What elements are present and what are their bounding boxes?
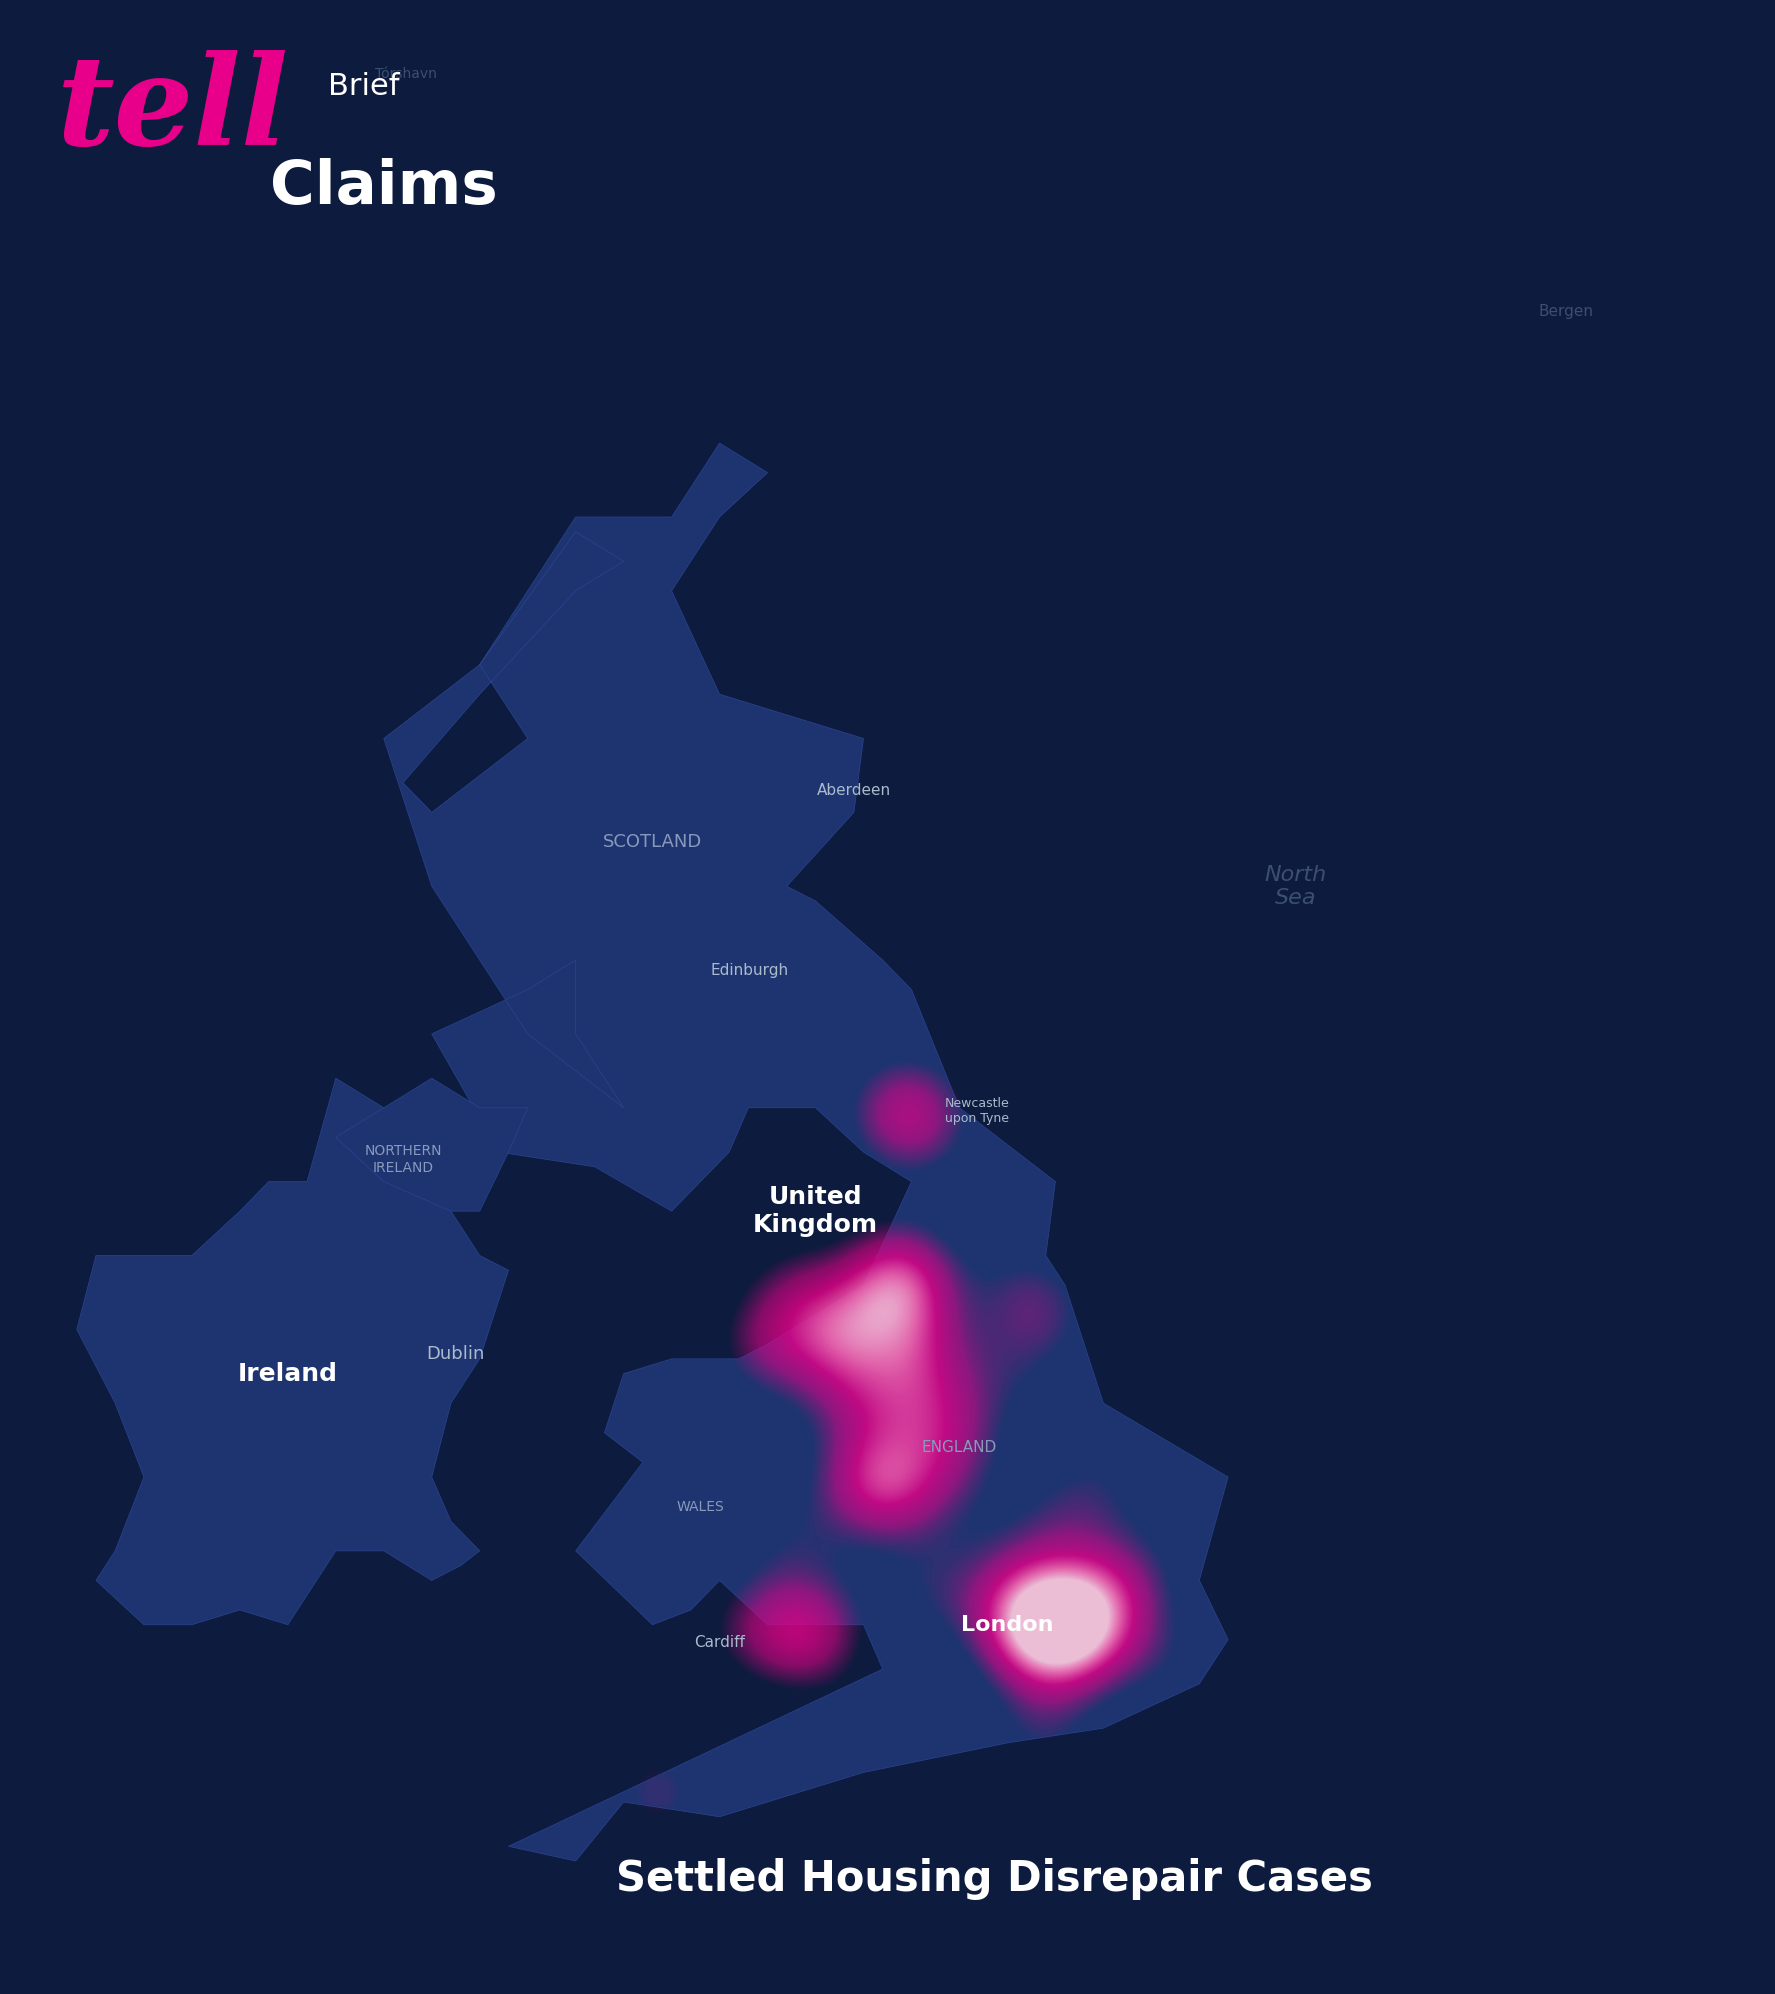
Polygon shape [335,1079,527,1210]
Text: London: London [962,1615,1054,1635]
Text: Bergen: Bergen [1539,305,1594,319]
Text: North
Sea: North Sea [1264,865,1326,907]
Text: Edinburgh: Edinburgh [710,963,788,977]
Text: Tórshavn: Tórshavn [375,68,437,82]
Text: WALES: WALES [676,1499,724,1513]
Text: NORTHERN
IRELAND: NORTHERN IRELAND [364,1145,442,1174]
Polygon shape [76,1079,508,1625]
Text: Settled Housing Disrepair Cases: Settled Housing Disrepair Cases [616,1858,1372,1900]
Text: tell: tell [57,50,289,171]
Text: Dublin: Dublin [426,1346,485,1364]
Text: SCOTLAND: SCOTLAND [604,833,703,851]
Text: Claims: Claims [270,158,497,217]
Text: Cardiff: Cardiff [694,1635,745,1649]
Text: Newcastle
upon Tyne: Newcastle upon Tyne [944,1097,1010,1125]
Text: United
Kingdom: United Kingdom [753,1184,879,1236]
Text: Ireland: Ireland [238,1362,337,1386]
Polygon shape [383,443,1228,1860]
Text: ENGLAND: ENGLAND [921,1440,998,1456]
Text: Aberdeen: Aberdeen [816,784,891,798]
Text: Brief: Brief [328,72,399,102]
